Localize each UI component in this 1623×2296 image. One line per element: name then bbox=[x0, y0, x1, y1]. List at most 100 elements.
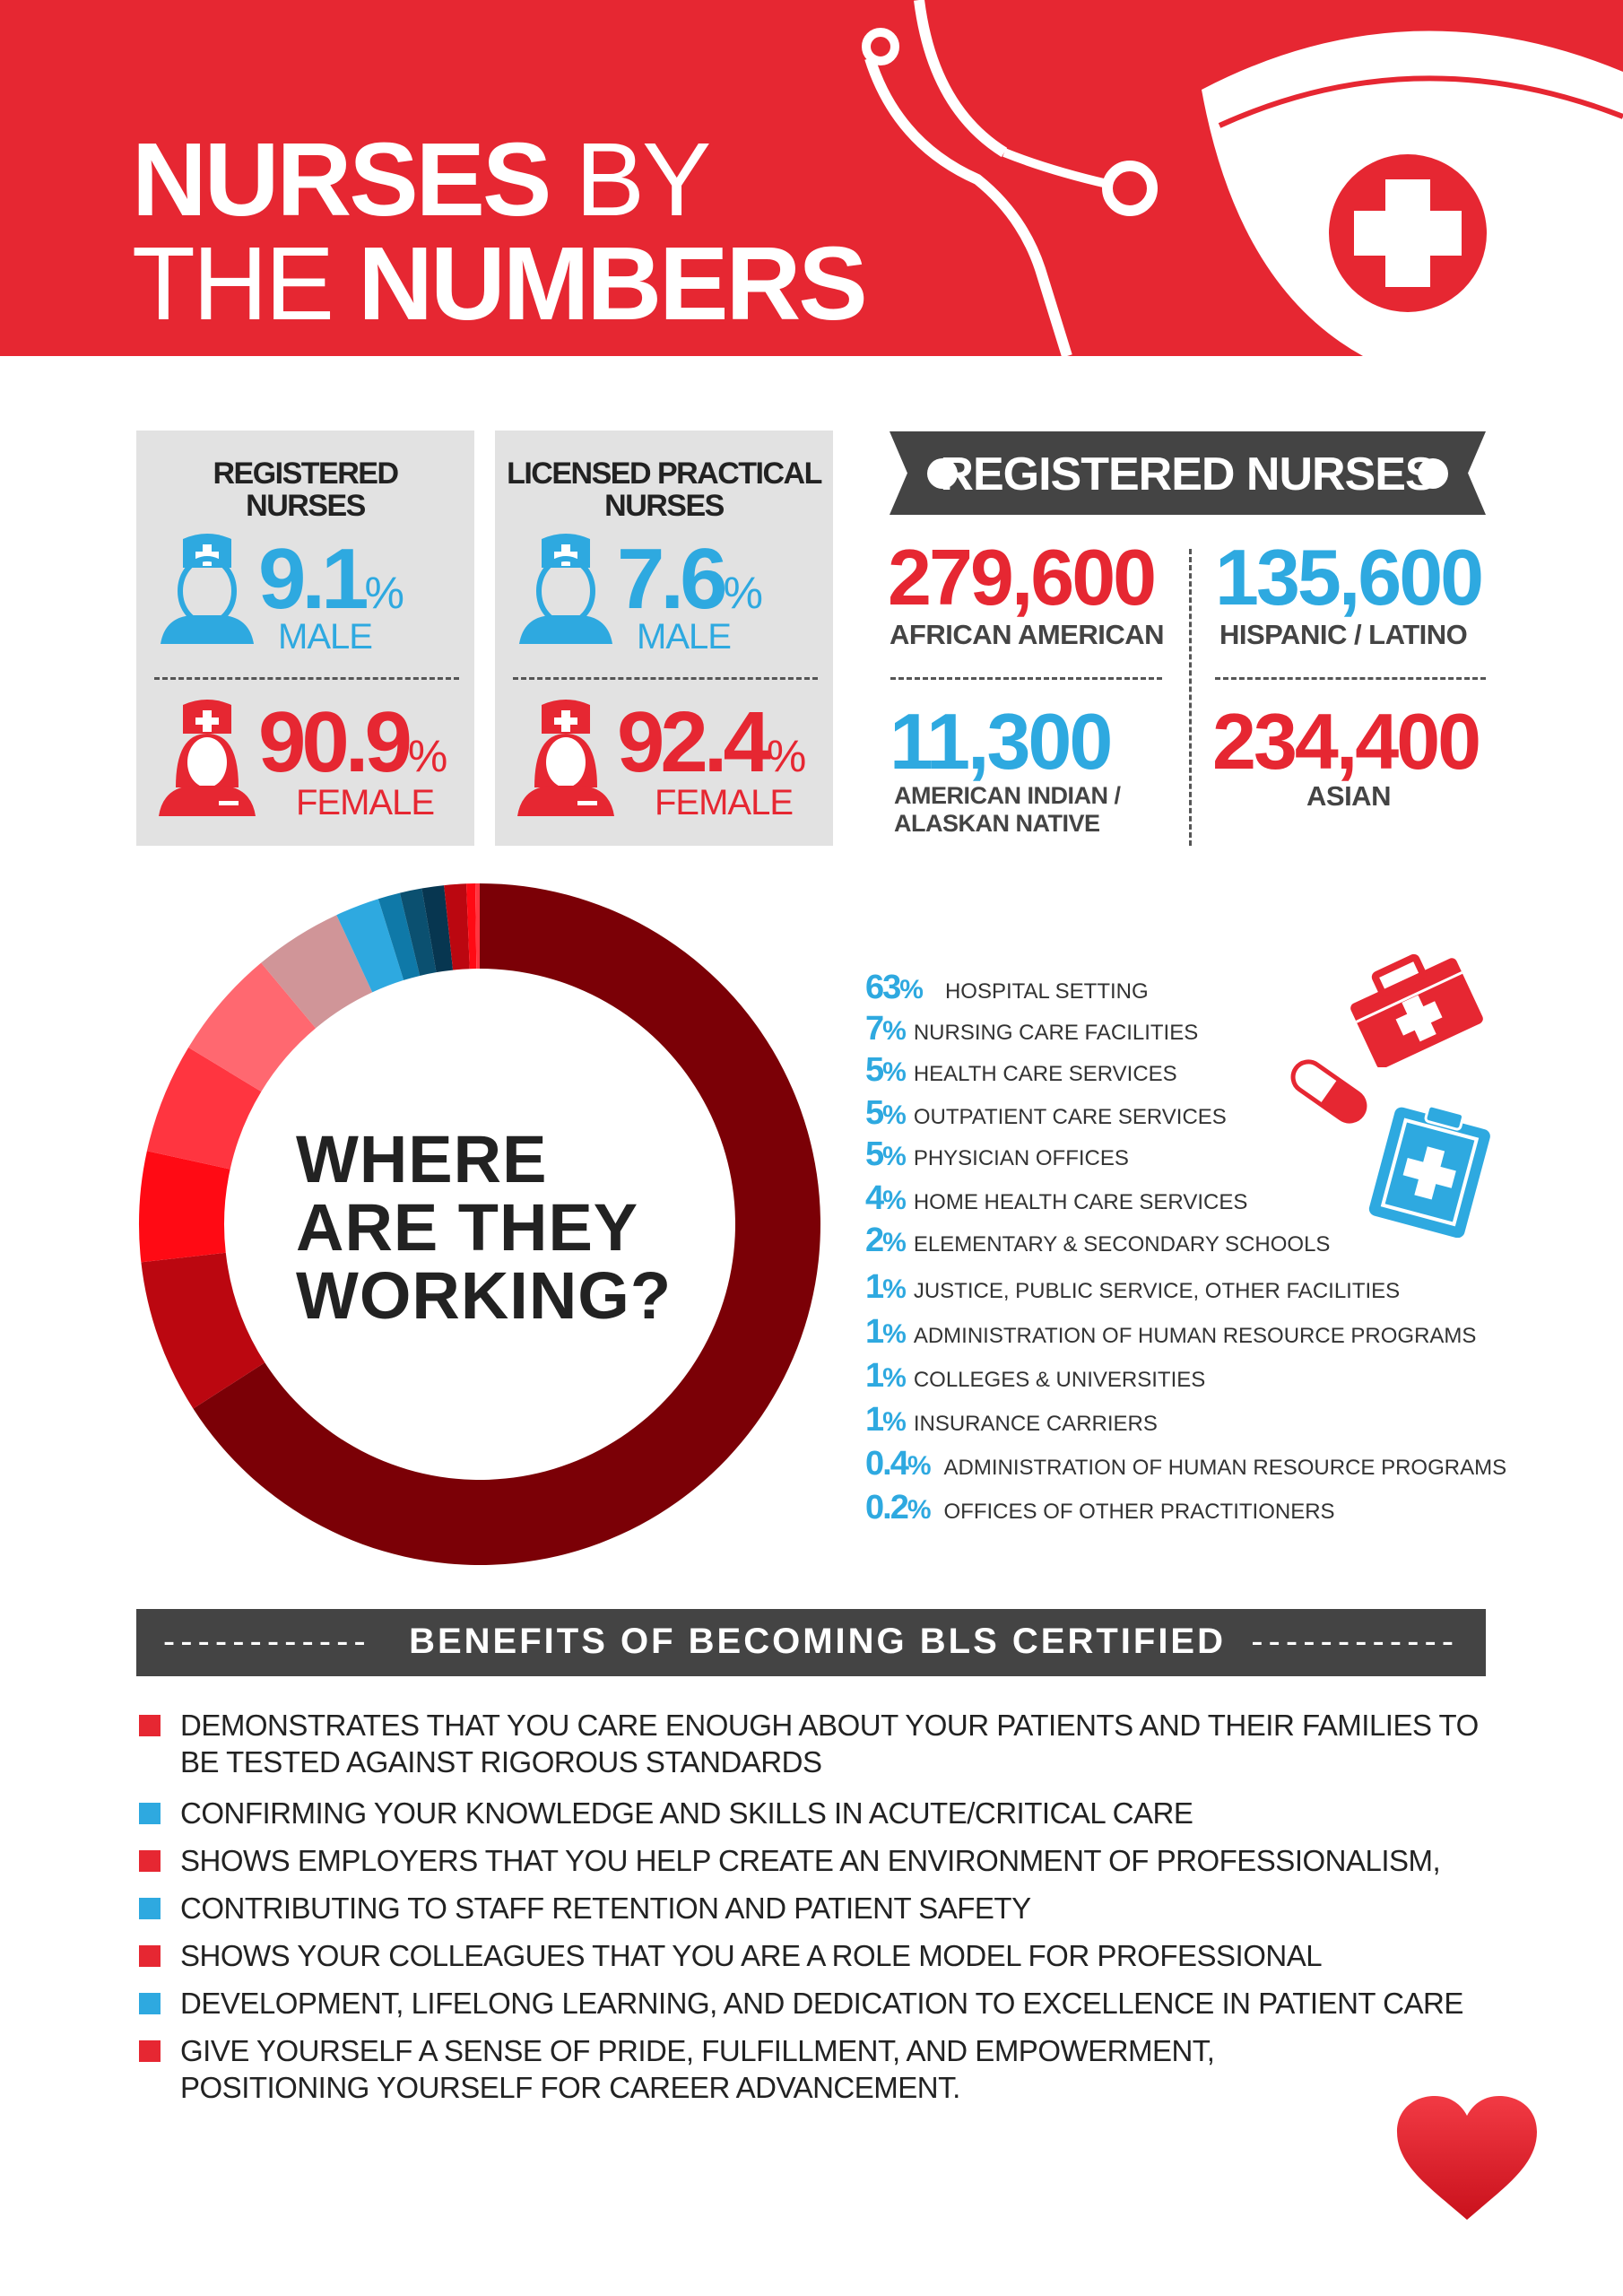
divider bbox=[513, 677, 818, 680]
lpn-male-label: MALE bbox=[637, 617, 732, 657]
donut-slice bbox=[336, 899, 404, 993]
legend-item: 63% HOSPITAL SETTING bbox=[865, 969, 1149, 1007]
legend-item: 1% JUSTICE, PUBLIC SERVICE, OTHER FACILIT… bbox=[865, 1268, 1400, 1307]
legend-item: 4% HOME HEALTH CARE SERVICES bbox=[865, 1179, 1247, 1218]
workplace-donut-chart bbox=[139, 883, 820, 1565]
male-nurse-icon bbox=[161, 534, 254, 644]
bullet-icon bbox=[139, 1850, 161, 1872]
legend-label: NURSING CARE FACILITIES bbox=[913, 1021, 1199, 1045]
legend-percent: 1% bbox=[865, 1313, 907, 1351]
legend-percent: 1% bbox=[865, 1401, 907, 1439]
donut-slice bbox=[261, 915, 373, 1029]
legend-item: 0.2% OFFICES OF OTHER PRACTITIONERS bbox=[865, 1489, 1335, 1527]
male-nurse-icon bbox=[519, 534, 612, 644]
stat-value-hispanic: 135,600 bbox=[1215, 533, 1484, 622]
stat-value-african-american: 279,600 bbox=[888, 533, 1157, 622]
page-title-line2: THE NUMBERS bbox=[132, 225, 868, 342]
pill-icon bbox=[1290, 1059, 1367, 1124]
page-title-line1: NURSES BY bbox=[132, 121, 711, 238]
donut-slice bbox=[139, 1151, 230, 1263]
donut-slice bbox=[421, 885, 454, 973]
benefit-item: GIVE YOURSELF A SENSE OF PRIDE, FULFILLM… bbox=[180, 2034, 1215, 2104]
legend-label: OFFICES OF OTHER PRACTITIONERS bbox=[943, 1500, 1335, 1524]
registered-nurses-gender-card: REGISTERED NURSES 9.1% MALE 90.9% FEMALE bbox=[136, 430, 474, 846]
clipboard-icon bbox=[1368, 1104, 1490, 1238]
divider bbox=[890, 677, 1162, 680]
rn-male-label: MALE bbox=[278, 617, 373, 657]
banner-title: REGISTERED NURSES bbox=[940, 448, 1436, 500]
benefit-item: SHOWS YOUR COLLEAGUES THAT YOU ARE A ROL… bbox=[180, 1939, 1323, 1972]
legend-label: HOME HEALTH CARE SERVICES bbox=[913, 1190, 1248, 1214]
donut-slice bbox=[475, 883, 480, 970]
legend-percent: 2% bbox=[865, 1222, 907, 1259]
benefit-item: CONFIRMING YOUR KNOWLEDGE AND SKILLS IN … bbox=[180, 1796, 1193, 1830]
bullet-icon bbox=[139, 2040, 161, 2062]
donut-slice bbox=[141, 1252, 265, 1409]
legend-item: 0.4% ADMINISTRATION OF HUMAN RESOURCE PRO… bbox=[865, 1445, 1506, 1483]
legend-item: 5% HEALTH CARE SERVICES bbox=[865, 1051, 1177, 1090]
legend-label: PHYSICIAN OFFICES bbox=[913, 1146, 1129, 1170]
banner-dot-icon bbox=[1418, 458, 1448, 489]
heart-icon bbox=[1397, 2096, 1537, 2220]
donut-slice bbox=[146, 1047, 262, 1170]
legend-item: 1% INSURANCE CARRIERS bbox=[865, 1401, 1158, 1439]
donut-slice bbox=[188, 962, 317, 1092]
lpn-female-label: FEMALE bbox=[655, 783, 794, 822]
divider bbox=[1215, 677, 1486, 680]
bullet-icon bbox=[139, 1715, 161, 1736]
bullet-icon bbox=[139, 1803, 161, 1824]
legend-percent: 5% bbox=[865, 1094, 907, 1132]
lpn-gender-card: LICENSED PRACTICAL NURSES 7.6% MALE 92.4%… bbox=[495, 430, 833, 846]
benefit-item: DEMONSTRATES THAT YOU CARE ENOUGH ABOUT … bbox=[180, 1709, 1479, 1779]
legend-label: ADMINISTRATION OF HUMAN RESOURCE PROGRAM… bbox=[913, 1324, 1477, 1348]
donut-center-title: WHERE ARE THEY WORKING? bbox=[296, 1122, 673, 1333]
female-nurse-icon bbox=[517, 700, 614, 816]
donut-slice bbox=[466, 883, 477, 970]
card-title: REGISTERED NURSES bbox=[213, 457, 399, 523]
vertical-divider bbox=[1189, 549, 1192, 846]
rn-female-percent: 90.9% bbox=[258, 694, 448, 790]
legend-label: ELEMENTARY & SECONDARY SCHOOLS bbox=[913, 1232, 1331, 1257]
lpn-male-percent: 7.6% bbox=[617, 531, 763, 627]
benefit-item: DEVELOPMENT, LIFELONG LEARNING, AND DEDI… bbox=[180, 1987, 1463, 2020]
card-title: LICENSED PRACTICAL NURSES bbox=[507, 457, 822, 523]
rn-male-percent: 9.1% bbox=[258, 531, 404, 627]
banner-dot-icon bbox=[927, 458, 958, 489]
bullet-icon bbox=[139, 1993, 161, 2014]
legend-percent: 1% bbox=[865, 1357, 907, 1395]
legend-label: INSURANCE CARRIERS bbox=[913, 1412, 1158, 1436]
header-banner: NURSES BY THE NUMBERS bbox=[0, 0, 1623, 356]
legend-item: 2% ELEMENTARY & SECONDARY SCHOOLS bbox=[865, 1222, 1330, 1260]
rn-female-label: FEMALE bbox=[296, 783, 435, 822]
stat-value-asian: 234,400 bbox=[1212, 697, 1481, 786]
stat-label-hispanic: HISPANIC / LATINO bbox=[1219, 619, 1468, 650]
stat-label-american-indian: AMERICAN INDIAN / ALASKAN NATIVE bbox=[894, 782, 1121, 837]
legend-percent: 7% bbox=[865, 1010, 907, 1048]
donut-slice bbox=[444, 883, 470, 970]
legend-label: JUSTICE, PUBLIC SERVICE, OTHER FACILITIE… bbox=[913, 1279, 1401, 1303]
legend-percent: 5% bbox=[865, 1135, 907, 1173]
first-aid-kit-icon bbox=[1350, 953, 1483, 1067]
benefits-banner: ------------ BENEFITS OF BECOMING BLS CE… bbox=[136, 1609, 1486, 1676]
legend-label: ADMINISTRATION OF HUMAN RESOURCE PROGRAM… bbox=[943, 1456, 1507, 1480]
nurse-cap-icon bbox=[1202, 30, 1623, 356]
donut-slice bbox=[378, 892, 421, 980]
legend-label: OUTPATIENT CARE SERVICES bbox=[913, 1105, 1227, 1129]
divider bbox=[154, 677, 459, 680]
legend-percent: 0.4% bbox=[865, 1445, 931, 1483]
legend-item: 5% OUTPATIENT CARE SERVICES bbox=[865, 1094, 1227, 1133]
bullet-icon bbox=[139, 1898, 161, 1919]
stat-value-american-indian: 11,300 bbox=[890, 697, 1113, 786]
stat-label-asian: ASIAN bbox=[1306, 780, 1391, 812]
legend-label: HOSPITAL SETTING bbox=[944, 979, 1149, 1004]
stat-label-african-american: AFRICAN AMERICAN bbox=[890, 619, 1165, 650]
benefit-item: SHOWS EMPLOYERS THAT YOU HELP CREATE AN … bbox=[180, 1844, 1441, 1877]
lpn-female-percent: 92.4% bbox=[617, 694, 807, 790]
bullet-icon bbox=[139, 1945, 161, 1967]
benefit-item: CONTRIBUTING TO STAFF RETENTION AND PATI… bbox=[180, 1892, 1031, 1925]
legend-label: COLLEGES & UNIVERSITIES bbox=[913, 1368, 1206, 1392]
legend-percent: 4% bbox=[865, 1179, 907, 1217]
donut-slice bbox=[399, 888, 437, 976]
legend-percent: 1% bbox=[865, 1268, 907, 1306]
legend-item: 1% ADMINISTRATION OF HUMAN RESOURCE PROGR… bbox=[865, 1313, 1476, 1352]
